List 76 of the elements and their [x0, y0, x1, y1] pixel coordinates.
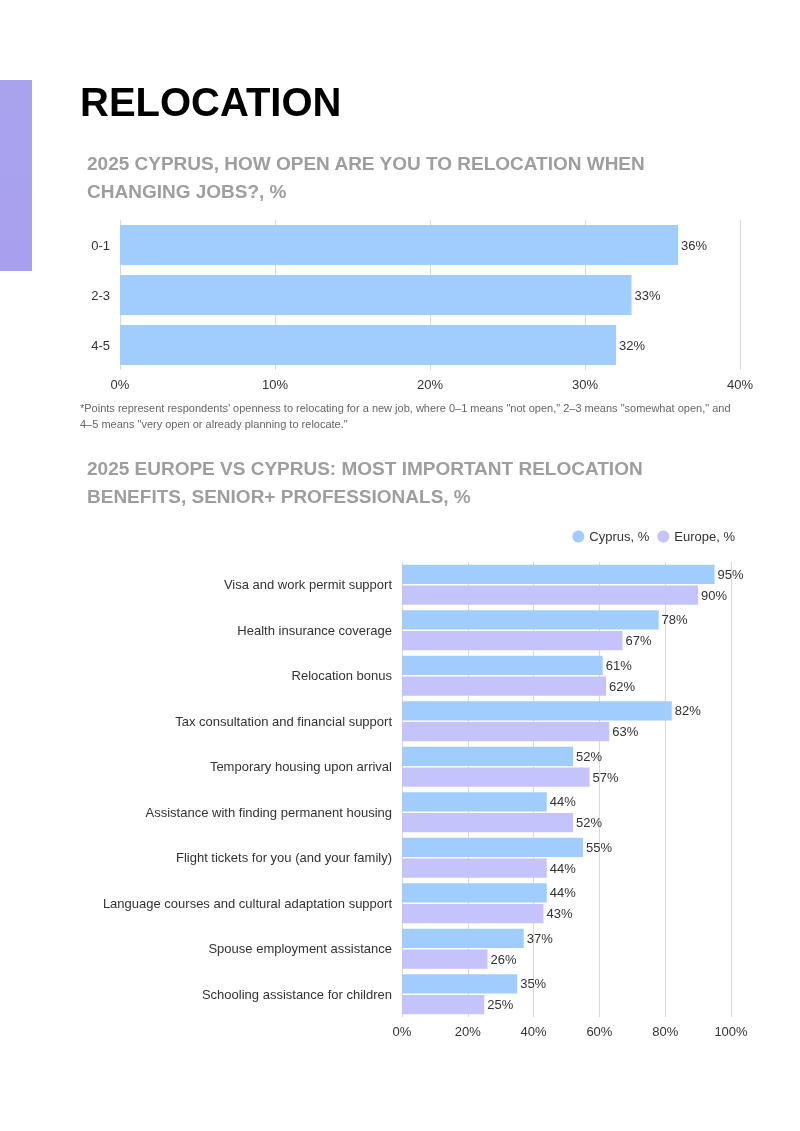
data-label: 63%: [612, 724, 639, 740]
data-label: 32%: [619, 337, 646, 353]
bar: [402, 631, 623, 651]
legend-label: Europe, %: [674, 529, 736, 544]
bar: [402, 767, 590, 787]
data-label: 90%: [701, 587, 728, 603]
bar: [402, 949, 488, 969]
x-tick-label: 60%: [586, 1024, 613, 1039]
x-tick-label: 30%: [571, 377, 599, 392]
bar: [402, 792, 547, 812]
y-tick-label: Health insurance coverage: [237, 622, 392, 638]
data-label: 44%: [549, 860, 577, 876]
data-label: 35%: [520, 976, 547, 992]
data-label: 43%: [546, 906, 573, 922]
chart-title: RELOCATION: [80, 80, 342, 125]
bar: [402, 676, 606, 696]
data-label: 44%: [549, 794, 577, 810]
y-tick-label: Language courses and cultural adaptation support: [102, 895, 393, 911]
legend-label: Cyprus, %: [589, 529, 650, 544]
x-tick-label: 20%: [454, 1024, 482, 1039]
bar: [402, 585, 699, 605]
y-tick-label: 4-5: [91, 337, 110, 353]
data-label: 25%: [487, 997, 514, 1013]
bar: [402, 813, 574, 833]
data-label: 57%: [592, 769, 619, 785]
data-label: 67%: [625, 633, 652, 649]
x-tick-label: 20%: [416, 377, 444, 392]
y-tick-label: Temporary housing upon arrival: [209, 759, 393, 775]
bar: [402, 995, 485, 1015]
bar: [402, 974, 518, 994]
data-label: 33%: [634, 287, 661, 303]
text: *Points represent respondents’ openness to relocating for a new job, where 0–1 means "not open," 2–3 means "somewhat open," and 4–5 means "very open or already planning to relocate.": [80, 401, 732, 432]
bar: [402, 722, 610, 742]
data-label: 95%: [717, 566, 745, 582]
data-label: 61%: [605, 657, 633, 673]
bar: [402, 655, 603, 675]
bar: [402, 746, 574, 766]
y-tick-label: Relocation bonus: [291, 668, 393, 684]
x-tick-label: 40%: [520, 1024, 548, 1039]
bar: [402, 610, 659, 630]
chart-title: 2025 EUROPE VS CYPRUS: MOST IMPORTANT RELOCATION BENEFITS, SENIOR+ PROFESSIONALS, %: [87, 457, 644, 509]
bar: [402, 564, 715, 584]
data-label: 52%: [576, 815, 603, 831]
x-tick-label: 0%: [392, 1024, 412, 1039]
bar: [402, 928, 524, 948]
data-label: 52%: [576, 748, 603, 764]
x-tick-label: 100%: [714, 1024, 749, 1039]
chart-subtitle: 2025 CYPRUS, HOW OPEN ARE YOU TO RELOCATION WHEN CHANGING JOBS?, %: [87, 152, 646, 204]
bar: [120, 325, 616, 365]
y-tick-label: Schooling assistance for children: [201, 986, 392, 1002]
y-tick-label: Spouse employment assistance: [208, 941, 392, 957]
y-tick-label: 2-3: [91, 287, 110, 303]
x-tick-label: 80%: [652, 1024, 679, 1039]
data-label: 37%: [526, 930, 554, 946]
data-label: 44%: [549, 885, 577, 901]
y-tick-label: Flight tickets for you (and your family): [175, 850, 392, 866]
x-tick-label: 40%: [726, 377, 754, 392]
data-label: 55%: [585, 839, 613, 855]
y-tick-label: Tax consultation and financial support: [175, 713, 393, 729]
bar: [402, 883, 547, 903]
x-tick-label: 10%: [261, 377, 289, 392]
data-label: 36%: [681, 237, 708, 253]
bar: [402, 701, 672, 721]
bar: [120, 225, 678, 265]
bar: [402, 858, 547, 878]
bar: [120, 275, 632, 315]
y-tick-label: Visa and work permit support: [223, 577, 393, 593]
bar: [402, 837, 583, 857]
x-tick-label: 0%: [110, 377, 130, 392]
data-label: 62%: [608, 678, 636, 694]
data-label: 82%: [674, 703, 702, 719]
bar: [402, 904, 544, 924]
y-tick-label: Assistance with finding permanent housing: [145, 804, 392, 820]
data-label: 26%: [490, 951, 517, 967]
data-label: 78%: [661, 612, 689, 628]
y-tick-label: 0-1: [91, 237, 110, 253]
